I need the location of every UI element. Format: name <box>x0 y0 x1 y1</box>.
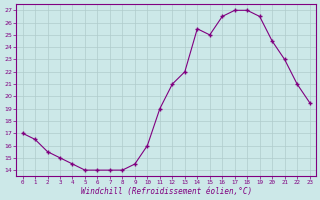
X-axis label: Windchill (Refroidissement éolien,°C): Windchill (Refroidissement éolien,°C) <box>81 187 252 196</box>
